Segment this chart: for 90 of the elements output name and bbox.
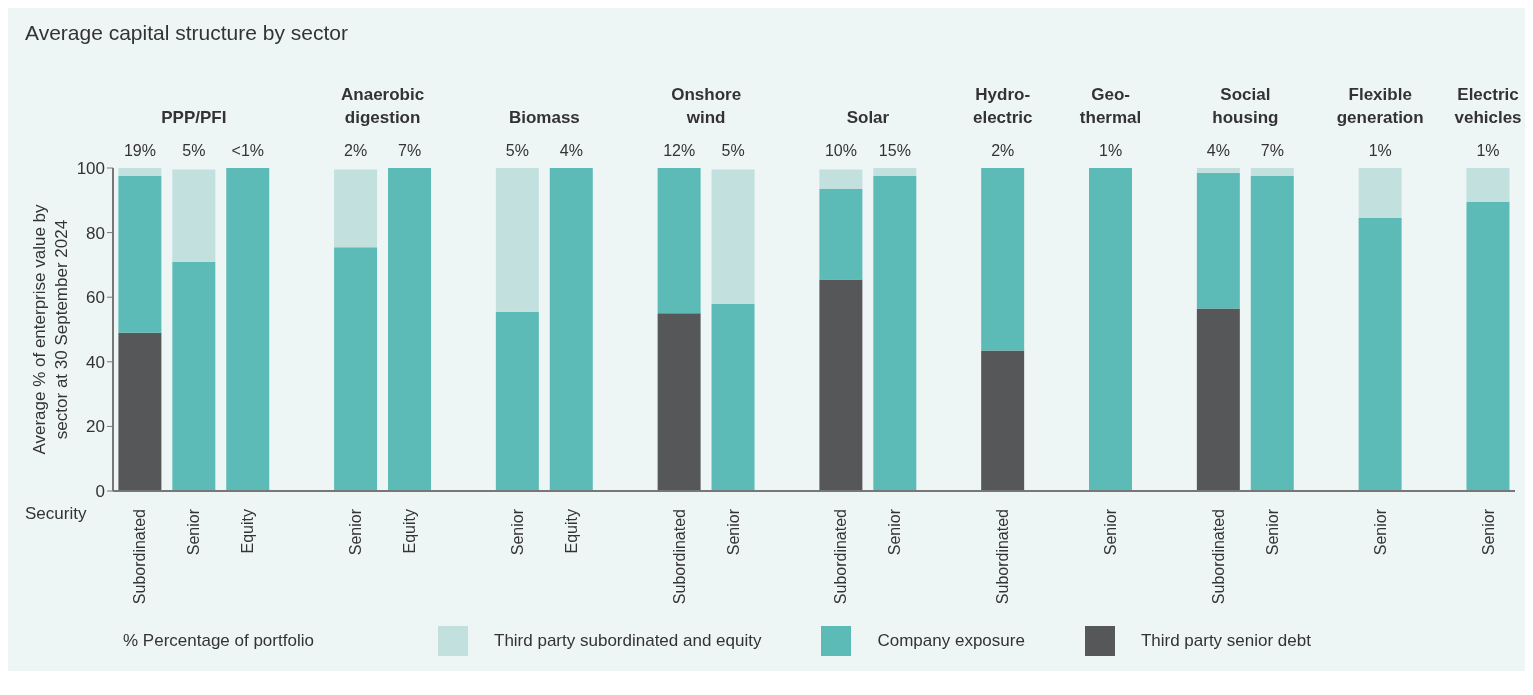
text: 4% <box>1206 142 1230 159</box>
bar <box>1358 168 1402 219</box>
bar <box>819 169 863 189</box>
x-tick-label: Senior <box>1263 508 1281 556</box>
text: 1% <box>1368 142 1392 159</box>
text: Onshore wind <box>671 85 742 127</box>
text: PPP/PFI <box>161 108 227 127</box>
bar <box>1250 168 1294 177</box>
x-tick-label: Equity <box>562 509 580 554</box>
text: 5% <box>505 142 529 159</box>
bar <box>495 311 539 491</box>
text: 4% <box>559 142 583 159</box>
bar <box>1089 168 1133 491</box>
x-tick-label: Senior <box>508 508 526 556</box>
bar <box>1466 201 1510 491</box>
y-tick-label: 80 <box>86 223 105 243</box>
x-tick-label: Equity <box>239 509 257 554</box>
text: 10% <box>824 142 857 159</box>
text: 5% <box>721 142 745 159</box>
bar <box>334 247 378 491</box>
bar <box>1358 218 1402 491</box>
text: 7% <box>398 142 422 159</box>
bar <box>819 279 863 491</box>
text: <1% <box>231 142 265 159</box>
bar <box>388 168 432 491</box>
text: 2% <box>344 142 368 159</box>
y-tick-label: 20 <box>86 417 105 437</box>
y-tick-label: 40 <box>86 352 105 372</box>
bar <box>1196 168 1240 173</box>
bar <box>711 169 755 304</box>
bar <box>873 176 917 491</box>
text: 5% <box>182 142 206 159</box>
text: Electric vehicles <box>1454 85 1522 127</box>
x-tick-label: Subordinated <box>131 509 149 605</box>
bar <box>118 168 162 177</box>
bar <box>226 168 270 491</box>
chart-title: Average capital structure by sector <box>25 21 348 44</box>
x-tick-label: Senior <box>724 508 742 556</box>
x-tick-label: Senior <box>1371 508 1389 556</box>
text: 7% <box>1260 142 1284 159</box>
bar <box>495 168 539 312</box>
bar <box>711 303 755 491</box>
bar <box>981 168 1025 351</box>
text: Social housing <box>1212 85 1279 127</box>
legend-label: Third party senior debt <box>1140 631 1311 651</box>
bar <box>1250 176 1294 491</box>
y-axis-title: Average % of enterprise value by sector at 30 September 2024 <box>30 203 71 455</box>
legend-label: Third party subordinated and equity <box>494 631 762 651</box>
x-tick-label: Senior <box>886 508 904 556</box>
bar <box>118 332 162 491</box>
text: 2% <box>991 142 1015 159</box>
x-tick-label: Senior <box>1479 508 1497 556</box>
bar <box>657 313 701 491</box>
text: Solar <box>846 108 890 127</box>
x-tick-label: Equity <box>401 509 419 554</box>
text: Hydro-electric <box>972 85 1033 127</box>
text: 1% <box>1099 142 1123 159</box>
text: 1% <box>1476 142 1500 159</box>
text: Anaerobic digestion <box>341 85 425 127</box>
bar <box>1196 308 1240 491</box>
bar <box>1466 168 1510 202</box>
text: 19% <box>123 142 156 159</box>
bar <box>172 261 216 491</box>
text: 15% <box>878 142 911 159</box>
y-tick-label: 0 <box>95 482 105 502</box>
x-tick-label: Senior <box>347 508 365 556</box>
x-tick-label: Senior <box>185 508 203 556</box>
x-tick-label: Senior <box>1102 508 1120 556</box>
bar <box>118 176 162 333</box>
bar <box>549 168 593 491</box>
text: Biomass <box>508 108 580 127</box>
text: % Percentage of portfolio <box>123 631 315 651</box>
bar <box>981 350 1025 491</box>
bar <box>1196 172 1240 309</box>
bar <box>334 169 378 248</box>
text: Flexible generation <box>1336 85 1424 127</box>
x-axis-title: Security <box>25 504 87 523</box>
x-tick-label: Subordinated <box>832 509 850 605</box>
text: Geo-thermal <box>1079 85 1142 127</box>
y-tick-label: 60 <box>86 288 105 308</box>
bar <box>657 168 701 314</box>
bar <box>172 169 216 262</box>
legend-label: Company exposure <box>877 631 1025 651</box>
y-tick-label: 100 <box>76 159 105 179</box>
bar <box>873 168 917 177</box>
x-tick-label: Subordinated <box>1209 509 1227 605</box>
x-tick-label: Subordinated <box>994 509 1012 605</box>
bar <box>819 189 863 280</box>
text: 12% <box>663 142 696 159</box>
x-tick-label: Subordinated <box>670 509 688 605</box>
